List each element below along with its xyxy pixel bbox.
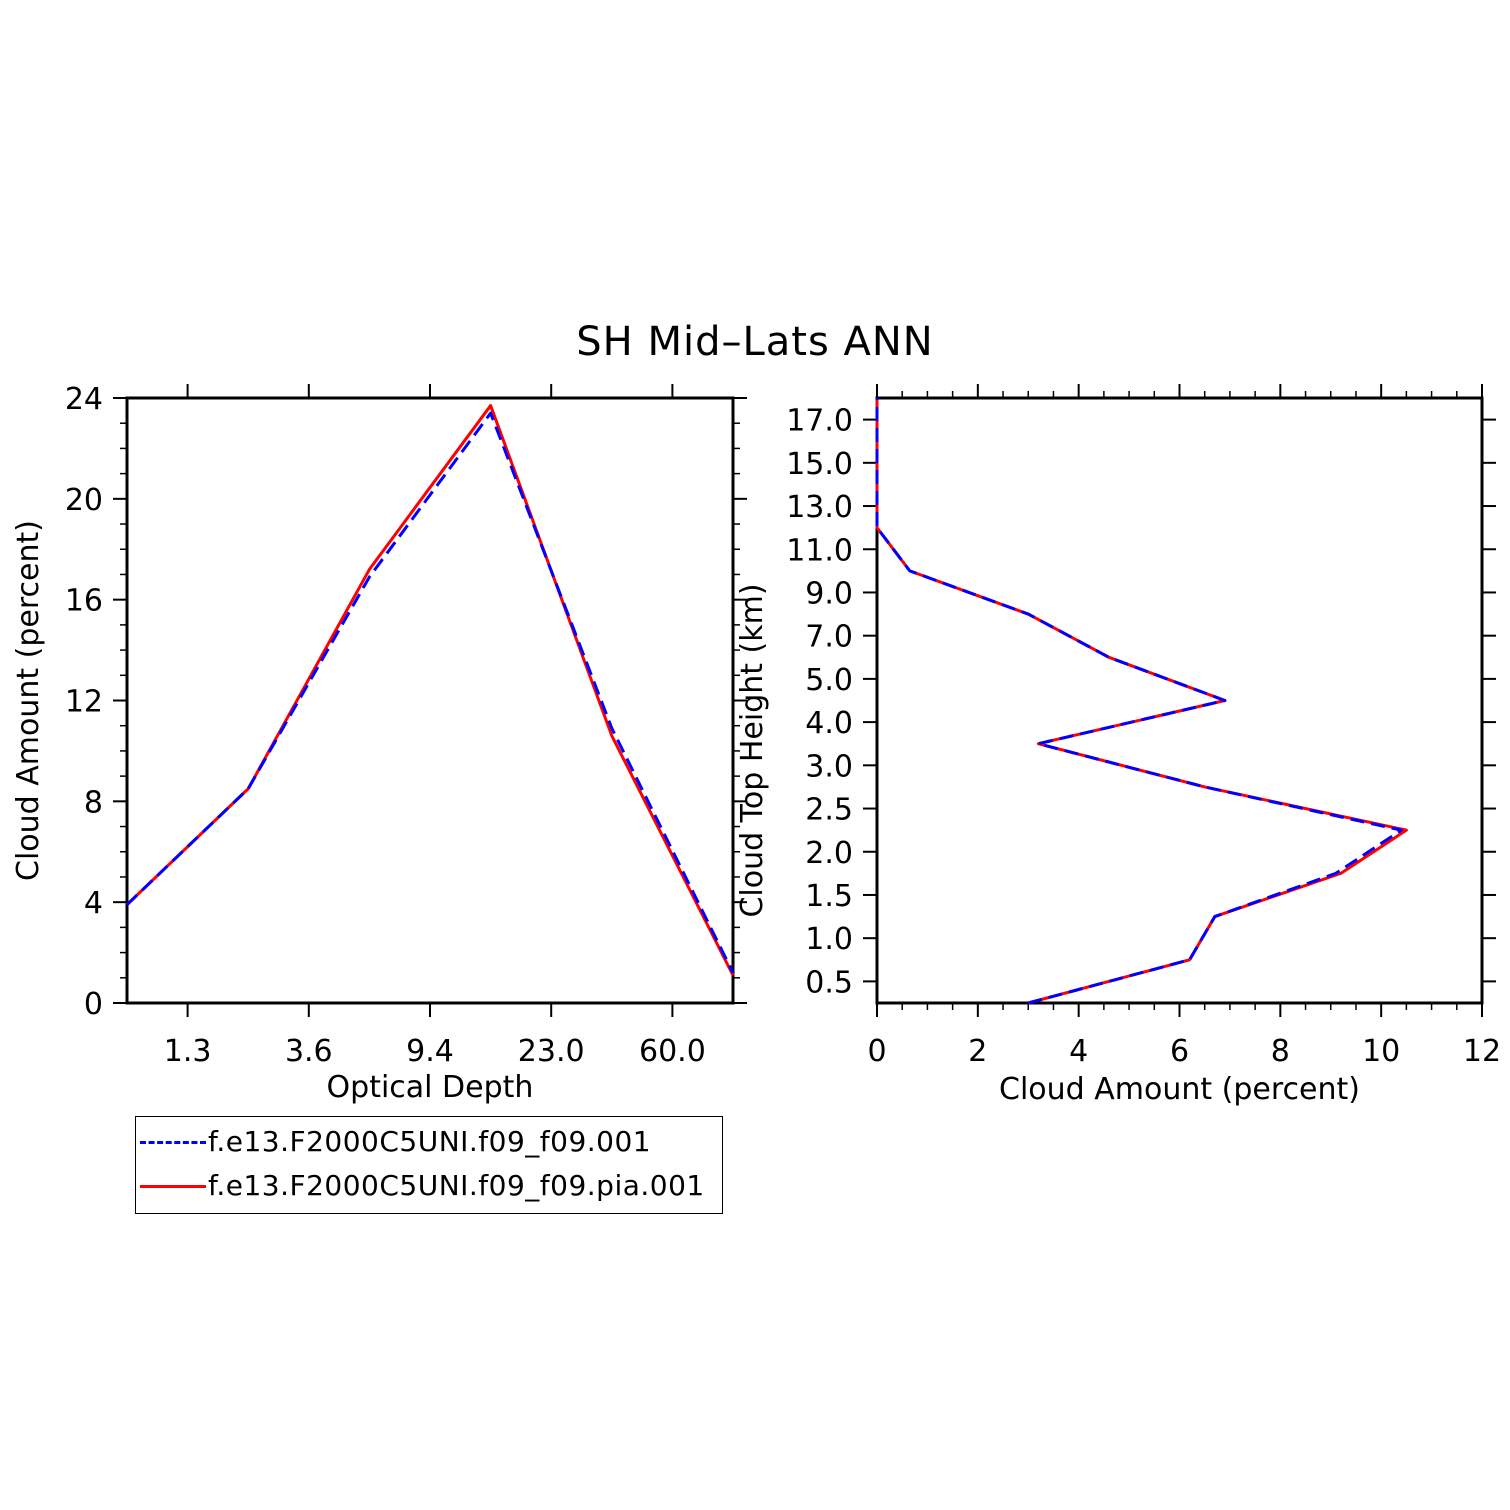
legend-item-series-1: f.e13.F2000C5UNI.f09_f09.001 — [136, 1121, 722, 1165]
y-tick-label: 15.0 — [786, 447, 853, 482]
y-tick-label: 9.0 — [805, 576, 853, 611]
x-tick-label: 6 — [1170, 1034, 1189, 1069]
y-tick-label: 7.0 — [805, 620, 853, 655]
y-tick-label: 5.0 — [805, 663, 853, 698]
x-axis-label: Cloud Amount (percent) — [999, 1072, 1360, 1107]
y-tick-label: 4 — [84, 886, 103, 921]
y-tick-label: 3.0 — [805, 749, 853, 784]
y-tick-label: 2.0 — [805, 836, 853, 871]
x-tick-label: 4 — [1069, 1034, 1088, 1069]
y-tick-label: 13.0 — [786, 490, 853, 525]
y-axis-label: Cloud Top Height (km) — [735, 583, 770, 917]
y-tick-label: 17.0 — [786, 404, 853, 439]
y-tick-label: 0 — [84, 987, 103, 1022]
y-tick-label: 1.0 — [805, 922, 853, 957]
series-line-blue-dashed — [875, 398, 1403, 1005]
legend-item-series-2: f.e13.F2000C5UNI.f09_f09.pia.001 — [136, 1165, 722, 1209]
y-tick-label: 4.0 — [805, 706, 853, 741]
x-tick-label: 9.4 — [406, 1034, 454, 1069]
x-tick-label: 2 — [968, 1034, 987, 1069]
legend: f.e13.F2000C5UNI.f09_f09.001 f.e13.F2000… — [135, 1116, 723, 1214]
figure-title: SH Mid–Lats ANN — [576, 319, 933, 365]
series-line-red-solid — [125, 404, 735, 976]
optical-depth-chart: 0 4 8 12 16 20 24 1.3 3.6 9.4 23.0 60.0 Optical Dept… — [11, 382, 747, 1105]
y-tick-label: 16 — [65, 584, 103, 619]
x-tick-label: 8 — [1271, 1034, 1290, 1069]
x-tick-label: 3.6 — [285, 1034, 333, 1069]
x-tick-label: 23.0 — [518, 1034, 585, 1069]
x-tick-label: 10 — [1362, 1034, 1400, 1069]
y-tick-label: 12 — [65, 685, 103, 720]
x-axis-label: Optical Depth — [327, 1070, 534, 1105]
y-tick-label: 20 — [65, 483, 103, 518]
y-axis-label: Cloud Amount (percent) — [11, 520, 46, 881]
series-line-blue-dashed — [125, 411, 735, 974]
cloud-top-height-chart: 0 2 4 6 8 10 12 0.5 1.0 1.5 2.0 2.5 3.0 4.0 5.0 7.0 9.0 1… — [735, 384, 1501, 1107]
x-tick-label: 12 — [1463, 1034, 1501, 1069]
legend-label: f.e13.F2000C5UNI.f09_f09.001 — [208, 1125, 652, 1158]
y-tick-label: 2.5 — [805, 793, 853, 828]
y-tick-label: 1.5 — [805, 879, 853, 914]
y-tick-label: 0.5 — [805, 965, 853, 1000]
y-tick-label: 8 — [84, 785, 103, 820]
legend-swatch-solid-red — [140, 1185, 206, 1188]
x-tick-label: 0 — [867, 1034, 886, 1069]
plot-frame — [875, 396, 1484, 1005]
legend-label: f.e13.F2000C5UNI.f09_f09.pia.001 — [208, 1169, 705, 1202]
x-tick-label: 60.0 — [639, 1034, 706, 1069]
y-tick-label: 11.0 — [786, 533, 853, 568]
legend-swatch-dashed-blue — [140, 1141, 206, 1144]
series-line-red-solid — [875, 398, 1408, 1005]
x-tick-label: 1.3 — [164, 1034, 212, 1069]
y-tick-label: 24 — [65, 382, 103, 417]
